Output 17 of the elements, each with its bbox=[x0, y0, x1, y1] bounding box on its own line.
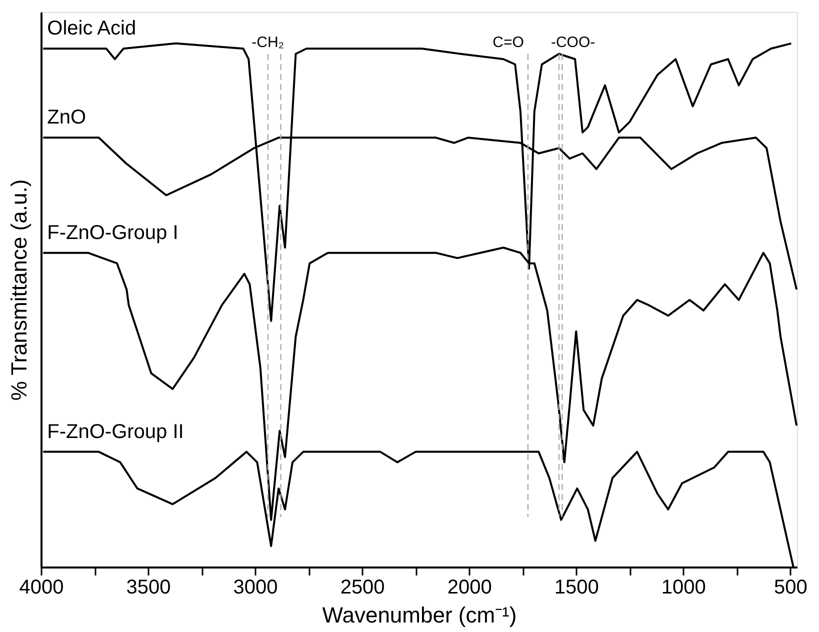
x-tick-label: 2000 bbox=[447, 576, 492, 598]
series-label: F-ZnO-Group I bbox=[47, 222, 178, 244]
x-tick-label: 4000 bbox=[19, 576, 64, 598]
ref-line-label: C=O bbox=[492, 34, 524, 51]
series-label: F-ZnO-Group II bbox=[47, 420, 184, 443]
series-label: Oleic Acid bbox=[47, 18, 136, 40]
x-tick-label: 500 bbox=[774, 576, 808, 598]
x-tick-label: 2500 bbox=[340, 576, 385, 598]
y-axis-title: % Transmittance (a.u.) bbox=[6, 179, 32, 401]
x-tick-label: 1500 bbox=[554, 576, 599, 598]
x-tick-label: 3000 bbox=[233, 576, 278, 598]
ref-line-label: -COO- bbox=[550, 34, 596, 51]
x-tick-label: 3500 bbox=[126, 576, 171, 598]
x-axis-title: Wavenumber (cm⁻¹) bbox=[322, 602, 517, 628]
series-label: ZnO bbox=[47, 106, 86, 129]
ref-line-label: -CH₂ bbox=[252, 34, 284, 51]
x-tick-label: 1000 bbox=[661, 576, 706, 598]
